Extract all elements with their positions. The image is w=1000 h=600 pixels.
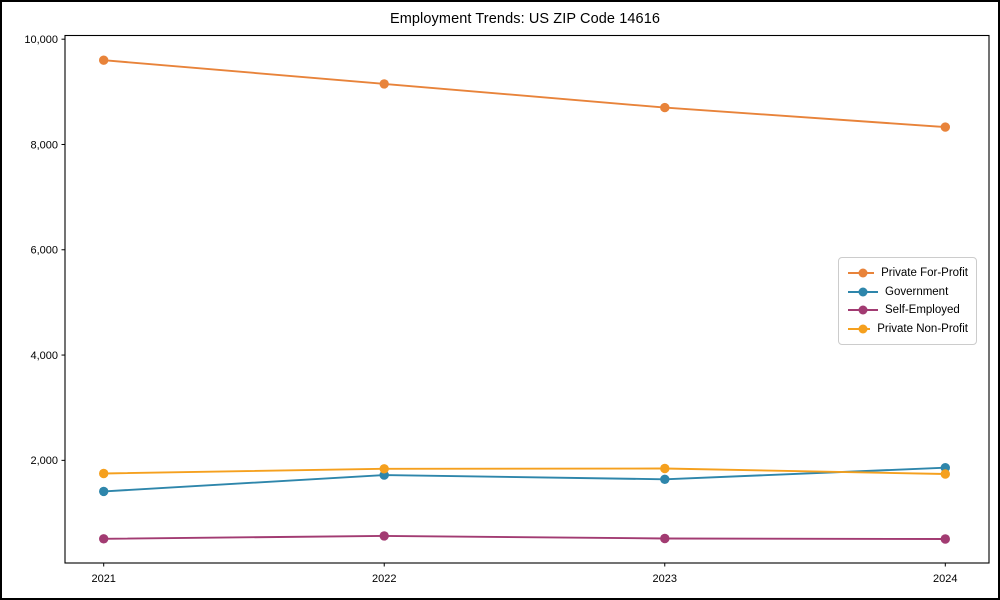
data-point-marker-private-non-profit bbox=[99, 468, 109, 479]
data-point-marker-private-non-profit bbox=[660, 463, 670, 474]
series-private-non-profit bbox=[99, 463, 950, 479]
legend-swatch-private-for-profit bbox=[848, 268, 875, 278]
data-point-marker-private-non-profit bbox=[940, 469, 950, 479]
y-tick-label: 10,000 bbox=[24, 34, 58, 46]
data-point-marker-self-employed bbox=[940, 534, 950, 544]
x-tick-label: 2022 bbox=[372, 573, 396, 585]
y-tick-label: 6,000 bbox=[30, 245, 58, 257]
data-point-marker-self-employed bbox=[379, 531, 389, 541]
legend-marker-icon bbox=[858, 268, 868, 278]
data-point-marker-private-for-profit bbox=[99, 55, 109, 65]
legend-item-self-employed: Self-Employed bbox=[848, 301, 968, 319]
series-line-government bbox=[103, 466, 946, 493]
series-line-self-employed bbox=[103, 534, 946, 540]
x-tick-label: 2024 bbox=[933, 573, 957, 585]
data-point-marker-private-for-profit bbox=[660, 102, 670, 113]
legend-swatch-self-employed bbox=[848, 305, 878, 315]
series-line-private-for-profit bbox=[103, 59, 946, 129]
legend-label-private-non-profit: Private Non-Profit bbox=[877, 322, 968, 335]
y-tick-label: 8,000 bbox=[30, 139, 58, 151]
data-point-marker-government bbox=[99, 486, 109, 497]
plot-area-spines bbox=[64, 34, 990, 564]
data-point-marker-private-for-profit bbox=[940, 122, 950, 132]
legend-item-private-non-profit: Private Non-Profit bbox=[848, 320, 968, 338]
legend-item-government: Government bbox=[848, 283, 968, 301]
legend-label-government: Government bbox=[885, 285, 949, 298]
legend-marker-icon bbox=[858, 324, 868, 334]
y-axis-ticks: 2,000 4,000 6,000 8,000 10,000 bbox=[24, 34, 65, 467]
chart-legend: Private For-Profit Government Self-Employe… bbox=[838, 257, 977, 345]
legend-item-private-for-profit: Private For-Profit bbox=[848, 264, 968, 282]
legend-label-self-employed: Self-Employed bbox=[885, 304, 960, 317]
legend-swatch-private-non-profit bbox=[848, 324, 871, 334]
data-point-marker-private-for-profit bbox=[379, 79, 389, 89]
chart-title: Employment Trends: US ZIP Code 14616 bbox=[389, 11, 661, 27]
data-point-marker-self-employed bbox=[99, 534, 109, 544]
series-line-private-non-profit bbox=[103, 467, 946, 475]
data-point-marker-government bbox=[660, 474, 670, 484]
legend-label-private-for-profit: Private For-Profit bbox=[881, 267, 968, 279]
data-point-marker-self-employed bbox=[660, 533, 670, 544]
y-tick-label: 2,000 bbox=[30, 455, 58, 467]
legend-marker-icon bbox=[858, 305, 868, 315]
x-tick-label: 2023 bbox=[653, 573, 677, 585]
series-self-employed bbox=[99, 531, 950, 544]
y-tick-label: 4,000 bbox=[30, 350, 58, 362]
x-axis-ticks: 2021 2022 2023 2024 bbox=[91, 563, 958, 585]
legend-swatch-government bbox=[848, 287, 878, 297]
x-tick-label: 2021 bbox=[91, 573, 115, 585]
legend-marker-icon bbox=[858, 287, 868, 297]
data-point-marker-private-non-profit bbox=[379, 464, 389, 474]
series-private-for-profit bbox=[99, 55, 950, 132]
